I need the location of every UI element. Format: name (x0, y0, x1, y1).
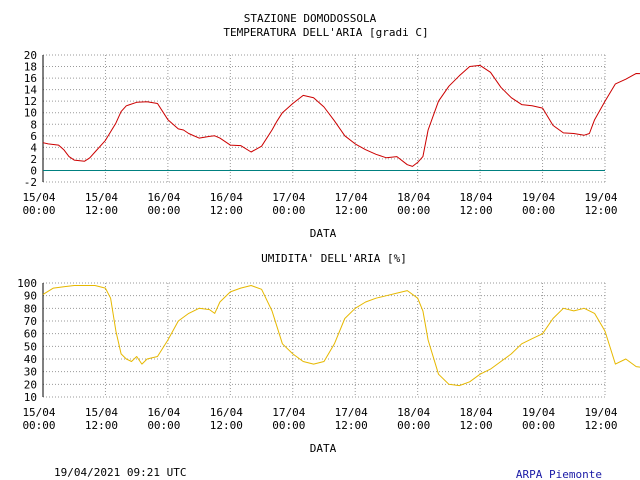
x-tick-date: 18/04 (460, 191, 493, 204)
x-tick-time: 12:00 (85, 204, 118, 217)
x-tick-time: 00:00 (522, 419, 555, 432)
x-axis-label: DATA (310, 227, 337, 240)
x-tick-date: 16/04 (147, 191, 180, 204)
x-tick-time: 00:00 (22, 204, 55, 217)
x-tick-date: 15/04 (85, 406, 118, 419)
x-tick-time: 00:00 (522, 204, 555, 217)
y-tick-label: 20 (24, 49, 37, 62)
x-tick-time: 12:00 (335, 419, 368, 432)
y-tick-label: 0 (30, 164, 37, 177)
x-tick-date: 16/04 (210, 191, 243, 204)
y-tick-label: 70 (24, 315, 37, 328)
x-tick-date: 19/04 (522, 191, 555, 204)
y-tick-label: 12 (24, 95, 37, 108)
y-tick-label: 10 (24, 391, 37, 404)
x-tick-time: 12:00 (210, 419, 243, 432)
y-tick-label: 2 (30, 153, 37, 166)
x-tick-time: 00:00 (147, 419, 180, 432)
chart-subtitle: TEMPERATURA DELL'ARIA [gradi C] (223, 26, 428, 39)
y-tick-label: 20 (24, 378, 37, 391)
x-tick-date: 17/04 (272, 191, 305, 204)
x-tick-date: 18/04 (460, 406, 493, 419)
x-tick-date: 15/04 (22, 406, 55, 419)
x-tick-date: 17/04 (335, 406, 368, 419)
y-tick-label: 6 (30, 130, 37, 143)
x-tick-date: 19/04 (584, 191, 617, 204)
x-tick-date: 15/04 (22, 191, 55, 204)
x-tick-date: 19/04 (522, 406, 555, 419)
temperature-plot: 20181614121086420-215/0400:0015/0412:001… (22, 49, 640, 240)
x-tick-date: 17/04 (272, 406, 305, 419)
y-tick-label: 90 (24, 290, 37, 303)
humidity-title: UMIDITA' DELL'ARIA [%] (261, 252, 407, 265)
y-tick-label: 14 (24, 84, 38, 97)
x-axis-label: DATA (310, 442, 337, 455)
x-tick-date: 17/04 (335, 191, 368, 204)
humidity-plot: 10090807060504030201015/0400:0015/0412:0… (17, 277, 640, 455)
x-tick-time: 12:00 (335, 204, 368, 217)
x-tick-time: 12:00 (584, 204, 617, 217)
chart-title: STAZIONE DOMODOSSOLA (244, 12, 377, 25)
y-tick-label: 10 (24, 107, 37, 120)
x-tick-date: 18/04 (397, 406, 430, 419)
x-tick-time: 12:00 (460, 204, 493, 217)
x-tick-time: 00:00 (397, 204, 430, 217)
x-tick-time: 12:00 (85, 419, 118, 432)
series-line (42, 64, 640, 167)
x-tick-date: 18/04 (397, 191, 430, 204)
x-tick-time: 00:00 (22, 419, 55, 432)
footer-timestamp: 19/04/2021 09:21 UTC (54, 466, 186, 479)
x-tick-time: 00:00 (147, 204, 180, 217)
y-tick-label: 60 (24, 328, 37, 341)
x-tick-date: 19/04 (584, 406, 617, 419)
footer-agency: ARPA Piemonte (516, 468, 602, 480)
x-tick-date: 16/04 (210, 406, 243, 419)
y-tick-label: 8 (30, 118, 37, 131)
y-tick-label: 100 (17, 277, 37, 290)
y-tick-label: 18 (24, 61, 37, 74)
x-tick-time: 00:00 (272, 419, 305, 432)
y-tick-label: 50 (24, 340, 37, 353)
y-tick-label: -2 (24, 176, 37, 189)
y-tick-label: 40 (24, 353, 37, 366)
y-tick-label: 16 (24, 72, 37, 85)
y-tick-label: 30 (24, 366, 37, 379)
y-tick-label: 80 (24, 302, 37, 315)
x-tick-time: 12:00 (210, 204, 243, 217)
y-tick-label: 4 (30, 141, 37, 154)
x-tick-date: 15/04 (85, 191, 118, 204)
x-tick-time: 00:00 (272, 204, 305, 217)
series-line (42, 285, 640, 387)
x-tick-time: 12:00 (584, 419, 617, 432)
x-tick-time: 12:00 (460, 419, 493, 432)
x-tick-date: 16/04 (147, 406, 180, 419)
x-tick-time: 00:00 (397, 419, 430, 432)
